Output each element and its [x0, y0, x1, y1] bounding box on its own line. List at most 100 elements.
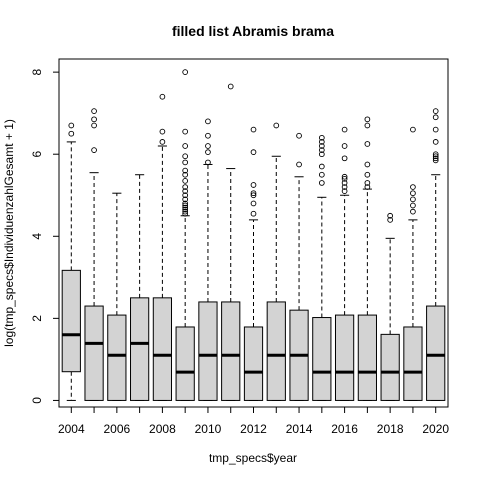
- outlier-point: [182, 188, 189, 194]
- outlier-point: [364, 116, 371, 123]
- outlier-point: [341, 188, 348, 194]
- outlier-point: [205, 149, 211, 156]
- outlier-point: [318, 147, 325, 153]
- outlier-point: [341, 175, 348, 182]
- outlier-point: [318, 180, 325, 186]
- box-2013: [266, 301, 286, 401]
- chart-title: filled list Abramis brama: [172, 23, 334, 39]
- outlier-point: [182, 69, 189, 75]
- outlier-point: [318, 134, 325, 141]
- box-2012: [243, 326, 264, 401]
- outlier-point: [318, 139, 325, 145]
- outlier-point: [182, 206, 189, 213]
- outlier-point: [432, 153, 439, 160]
- box-2019: [403, 326, 423, 401]
- outlier-point: [182, 167, 189, 174]
- outlier-point: [205, 118, 211, 125]
- x-tick-label: 2016: [331, 422, 358, 436]
- outlier-point: [296, 161, 302, 168]
- x-axis-label: tmp_specs$year: [209, 451, 297, 465]
- outlier-point: [250, 210, 257, 217]
- outlier-point: [182, 153, 189, 160]
- outlier-point: [341, 173, 348, 180]
- outlier-point: [273, 122, 280, 129]
- outlier-point: [250, 182, 257, 188]
- outlier-point: [432, 151, 439, 158]
- outlier-point: [182, 159, 189, 166]
- outlier-point: [432, 155, 439, 162]
- outlier-point: [410, 184, 416, 190]
- outlier-point: [91, 147, 97, 153]
- outlier-point: [182, 202, 189, 209]
- outlier-point: [68, 130, 75, 137]
- outlier-point: [182, 128, 189, 135]
- outlier-point: [387, 217, 394, 223]
- y-tick-label: 2: [30, 315, 44, 322]
- outlier-point: [432, 157, 439, 164]
- outlier-point: [182, 210, 189, 217]
- outlier-point: [250, 192, 257, 199]
- outlier-point: [318, 171, 325, 178]
- outlier-point: [205, 159, 211, 166]
- outlier-point: [91, 122, 97, 129]
- outlier-point: [387, 212, 394, 219]
- outlier-point: [432, 126, 439, 133]
- outlier-point: [410, 190, 416, 197]
- y-tick-label: 4: [30, 233, 44, 240]
- outlier-point: [159, 128, 166, 135]
- outlier-point: [410, 196, 416, 203]
- y-tick-label: 6: [30, 151, 44, 158]
- box-2008: [152, 297, 173, 401]
- x-tick-label: 2008: [149, 422, 176, 436]
- outlier-point: [364, 141, 371, 147]
- outlier-point: [318, 163, 325, 170]
- outlier-point: [364, 122, 371, 129]
- x-tick-label: 2010: [195, 422, 222, 436]
- outlier-point: [341, 143, 348, 149]
- outlier-point: [432, 114, 439, 121]
- y-tick-label: 0: [30, 397, 44, 404]
- outlier-point: [227, 83, 234, 90]
- outlier-point: [432, 108, 439, 114]
- outlier-point: [91, 108, 97, 114]
- box-2010: [198, 301, 218, 401]
- box-2011: [221, 301, 241, 401]
- box-2020: [426, 305, 446, 401]
- outlier-point: [296, 132, 302, 139]
- outlier-point: [159, 139, 166, 145]
- x-tick-label: 2012: [240, 422, 267, 436]
- outlier-point: [410, 208, 416, 215]
- x-tick-label: 2018: [377, 422, 404, 436]
- outlier-point: [182, 204, 189, 211]
- outlier-point: [182, 208, 189, 215]
- box-2007: [130, 297, 150, 401]
- outlier-point: [341, 126, 348, 133]
- box-2017: [357, 314, 377, 401]
- box-2006: [107, 314, 127, 401]
- outlier-point: [182, 196, 189, 203]
- outlier-point: [91, 116, 97, 123]
- outlier-point: [341, 184, 348, 190]
- outlier-point: [250, 200, 257, 207]
- y-tick-label: 8: [30, 68, 44, 75]
- outlier-point: [410, 202, 416, 209]
- outlier-point: [364, 171, 371, 178]
- outlier-point: [205, 132, 211, 139]
- outlier-point: [432, 139, 439, 145]
- outlier-point: [182, 171, 189, 178]
- box-2018: [380, 333, 400, 401]
- outlier-point: [364, 180, 371, 186]
- x-tick-label: 2014: [286, 422, 313, 436]
- outlier-point: [68, 122, 75, 129]
- box-2005: [84, 305, 104, 401]
- box-2004: [61, 269, 81, 373]
- outlier-point: [182, 192, 189, 199]
- y-axis-label: log(tmp_specs$IndividuenzahlGesamt + 1): [2, 119, 16, 347]
- plot-area: 0 2 4 6 8 2004 2006 2008 2010 2012 2014 2016 2018 202…: [30, 58, 449, 436]
- outlier-point: [250, 149, 257, 156]
- outlier-point: [364, 161, 371, 168]
- outlier-point: [341, 155, 348, 162]
- outlier-point: [250, 126, 257, 133]
- x-tick-label: 2006: [103, 422, 130, 436]
